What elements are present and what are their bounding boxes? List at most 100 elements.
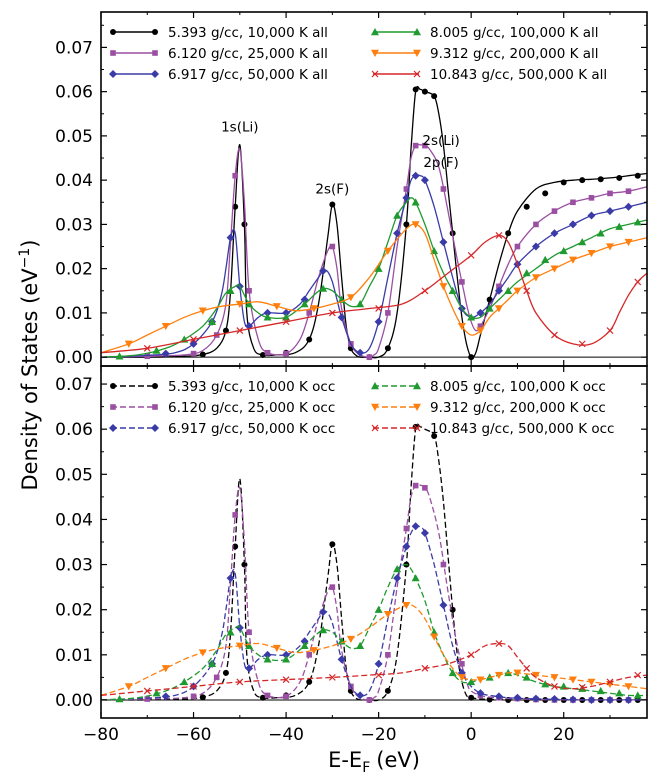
- data-point-bottom-3-26: [633, 691, 642, 699]
- data-point-bottom-1-10: [366, 697, 373, 703]
- data-point-top-3-19: [504, 286, 513, 294]
- data-point-top-0-16: [468, 354, 475, 361]
- data-point-bottom-2-3: [226, 574, 235, 583]
- data-point-bottom-2-22: [531, 694, 540, 703]
- data-point-top-5-5: [375, 305, 383, 312]
- data-point-top-4-7: [383, 247, 392, 255]
- x-tick-label: −40: [268, 725, 304, 745]
- data-point-top-2-10: [337, 313, 346, 322]
- y-axis-title-main: Density of States (eV: [18, 268, 42, 491]
- data-point-top-4-12: [494, 305, 503, 313]
- data-point-top-5-9: [523, 287, 531, 295]
- series-line-top-3: [101, 197, 647, 358]
- data-point-top-4-6: [346, 294, 355, 302]
- data-point-bottom-3-14: [411, 574, 420, 582]
- legend-marker: [371, 70, 379, 78]
- data-point-top-2-13: [393, 229, 402, 238]
- legend-marker: [413, 424, 421, 432]
- data-point-top-0-21: [560, 179, 567, 186]
- data-point-bottom-3-25: [615, 689, 624, 697]
- y-axis-title-close: ): [18, 240, 42, 248]
- x-axis-ticks: −80 −60 −40 −20 0 20: [83, 725, 574, 745]
- data-point-top-0-10: [384, 345, 391, 352]
- data-point-top-1-7: [306, 310, 313, 316]
- data-point-top-4-11: [476, 327, 485, 335]
- data-point-bottom-2-16: [420, 528, 429, 537]
- data-point-bottom-1-3: [232, 512, 238, 518]
- data-point-top-0-23: [597, 176, 604, 183]
- data-point-top-0-14: [431, 93, 438, 100]
- data-point-top-2-22: [531, 242, 540, 251]
- data-point-bottom-2-12: [374, 659, 383, 668]
- data-point-top-3-16: [448, 286, 457, 294]
- y-tick-label-top: 0.05: [55, 127, 93, 147]
- data-point-top-2-11: [356, 348, 365, 357]
- data-point-top-0-19: [523, 203, 530, 210]
- legend-marker: [151, 70, 159, 78]
- data-point-top-5-6: [421, 287, 429, 295]
- data-point-bottom-3-21: [541, 680, 550, 688]
- data-point-bottom-5-1: [190, 682, 197, 690]
- data-point-top-0-20: [542, 190, 549, 197]
- data-point-bottom-2-25: [587, 695, 596, 704]
- data-point-bottom-1-2: [213, 674, 220, 681]
- legend-label: 9.312 g/cc, 200,000 K occ: [430, 400, 606, 416]
- y-tick-label-bottom: 0.05: [55, 465, 93, 485]
- x-tick-label: 0: [466, 725, 477, 745]
- y-tick-label-bottom: 0.06: [55, 420, 93, 440]
- data-point-top-1-23: [588, 195, 595, 201]
- data-point-bottom-4-17: [587, 678, 596, 686]
- data-point-top-3-8: [300, 300, 309, 308]
- data-point-bottom-3-12: [374, 605, 383, 613]
- data-point-top-0-12: [412, 86, 419, 93]
- data-point-top-1-17: [477, 323, 484, 329]
- data-point-bottom-0-15: [468, 694, 475, 701]
- legend-marker: [371, 49, 379, 57]
- data-point-top-2-17: [439, 238, 448, 247]
- data-point-top-4-10: [457, 322, 466, 331]
- data-point-top-2-25: [587, 211, 596, 220]
- x-axis-title-main: E-E: [328, 748, 362, 772]
- x-axis-title-unit: (eV): [376, 748, 420, 772]
- data-point-top-3-0: [115, 352, 124, 360]
- data-point-bottom-1-11: [385, 652, 391, 658]
- data-point-top-1-19: [514, 243, 521, 250]
- data-point-bottom-5-12: [606, 678, 614, 686]
- data-point-bottom-2-26: [605, 695, 614, 704]
- data-point-bottom-0-10: [384, 687, 391, 694]
- data-point-top-0-4: [259, 351, 266, 358]
- legend-label: 6.917 g/cc, 50,000 K occ: [168, 421, 335, 437]
- data-point-bottom-3-9: [319, 626, 328, 634]
- data-point-bottom-2-0: [161, 692, 170, 701]
- y-tick-label-top: 0.03: [55, 215, 93, 235]
- data-point-bottom-4-1: [161, 665, 170, 673]
- legend-label: 5.393 g/cc, 10,000 K occ: [168, 379, 335, 395]
- y-tick-label-bottom: 0.02: [55, 601, 93, 621]
- y-tick-label-bottom: 0.00: [55, 691, 93, 711]
- x-tick-label: −20: [361, 725, 397, 745]
- data-point-top-1-6: [283, 350, 289, 357]
- data-point-top-1-12: [403, 186, 410, 192]
- data-point-top-2-12: [374, 317, 383, 326]
- data-point-top-4-16: [568, 256, 577, 264]
- data-point-bottom-0-7: [329, 541, 336, 548]
- data-point-top-5-12: [606, 327, 614, 335]
- legend-marker: [110, 404, 116, 410]
- data-point-bottom-3-4: [226, 628, 235, 636]
- data-point-top-3-13: [393, 211, 402, 219]
- data-point-bottom-5-4: [328, 673, 336, 681]
- data-point-bottom-1-0: [144, 696, 151, 702]
- x-tick-label: −60: [176, 725, 212, 745]
- data-point-bottom-0-6: [306, 678, 313, 685]
- data-point-bottom-3-24: [596, 686, 605, 695]
- data-point-bottom-1-1: [190, 693, 197, 700]
- x-tick-label: −80: [83, 725, 119, 745]
- data-point-top-3-4: [226, 286, 235, 294]
- data-point-top-3-23: [578, 238, 587, 246]
- data-point-bottom-2-20: [494, 692, 503, 701]
- data-point-bottom-4-11: [476, 676, 485, 684]
- data-point-bottom-2-23: [550, 695, 559, 704]
- data-point-top-0-24: [616, 174, 623, 181]
- data-point-top-2-27: [624, 202, 633, 211]
